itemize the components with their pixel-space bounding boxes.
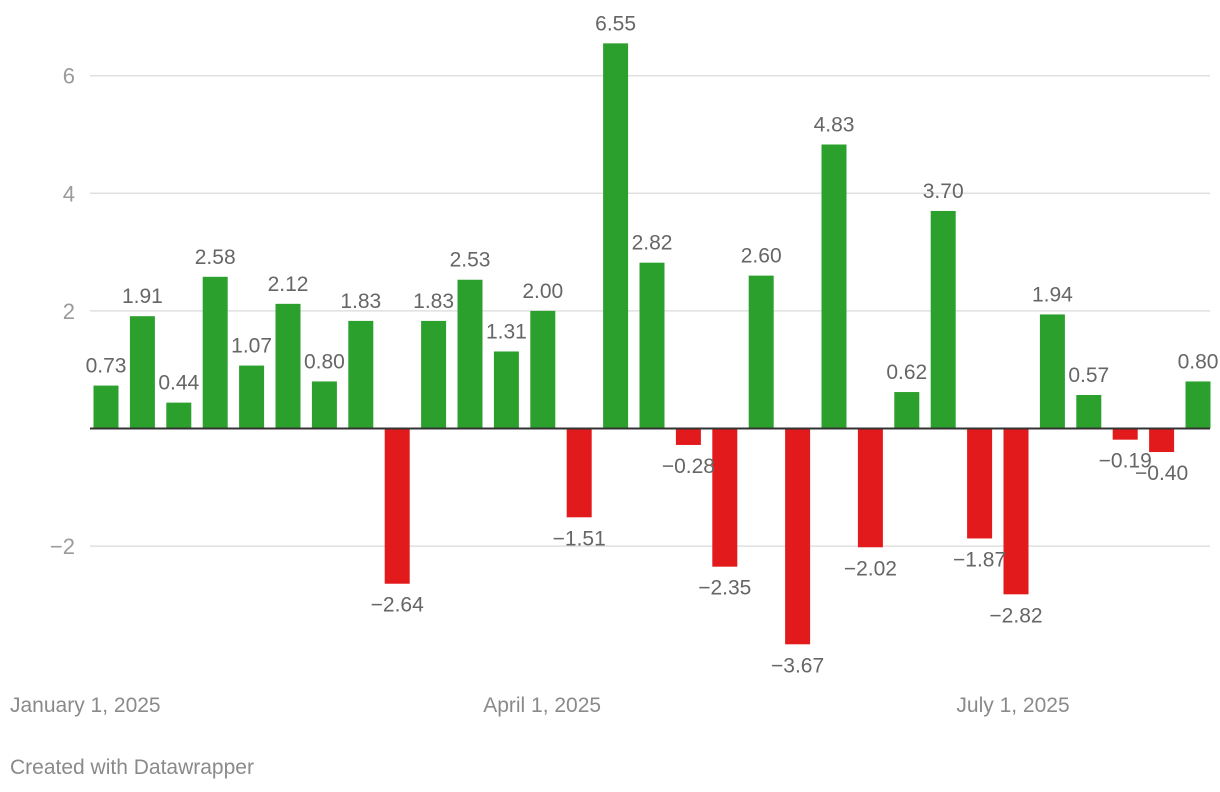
bar: [639, 262, 665, 429]
bar: [1003, 428, 1029, 595]
bar: [1112, 428, 1138, 440]
data-label: 1.83: [413, 290, 454, 313]
bar: [239, 365, 265, 429]
data-label: 1.83: [340, 290, 381, 313]
bar: [857, 428, 883, 548]
bar: [275, 303, 301, 429]
y-tick-label: −2: [50, 534, 75, 559]
bar: [675, 428, 701, 445]
data-label: −1.51: [553, 527, 606, 550]
data-label: −1.87: [953, 548, 1006, 571]
bar: [493, 351, 519, 429]
data-label: 0.73: [86, 355, 127, 378]
data-label: 1.31: [486, 320, 527, 343]
bar: [566, 428, 592, 518]
x-tick-label: April 1, 2025: [483, 694, 601, 717]
bar: [930, 210, 956, 429]
data-label: 4.83: [814, 113, 855, 136]
bar: [348, 320, 374, 429]
data-label: 1.07: [231, 335, 272, 358]
bar: [311, 381, 337, 429]
y-tick-label: 2: [63, 299, 75, 324]
data-label: 2.12: [268, 273, 309, 296]
bar: [457, 279, 483, 429]
y-tick-label: 4: [63, 181, 75, 206]
footer-credit: Created with Datawrapper: [10, 756, 254, 779]
data-label: 0.80: [1178, 350, 1219, 373]
bar: [166, 402, 192, 429]
bar: [129, 316, 155, 429]
bar: [1076, 394, 1102, 429]
data-label: −2.64: [371, 594, 424, 617]
bar: [712, 428, 738, 567]
data-label: 1.94: [1032, 283, 1073, 306]
bar: [421, 320, 447, 429]
data-label: 2.60: [741, 245, 782, 268]
data-label: 0.44: [158, 372, 199, 395]
bar: [202, 276, 228, 429]
bar: [1149, 428, 1175, 453]
bar: [821, 144, 847, 429]
bar: [1185, 381, 1211, 429]
data-label: −2.82: [989, 604, 1042, 627]
bar: [894, 392, 920, 429]
data-label: −0.40: [1135, 462, 1188, 485]
bar: [603, 43, 629, 429]
data-label: 2.82: [632, 232, 673, 255]
data-label: −2.35: [698, 577, 751, 600]
data-label: 0.62: [886, 361, 927, 384]
bar: [384, 428, 410, 584]
data-label: 0.57: [1068, 364, 1109, 387]
data-label: −3.67: [771, 654, 824, 677]
data-label: −0.28: [662, 455, 715, 478]
bar: [967, 428, 993, 539]
data-label: 2.53: [450, 249, 491, 272]
bar: [530, 310, 556, 429]
data-label: 2.58: [195, 246, 236, 269]
data-label: 1.91: [122, 285, 163, 308]
data-label: 0.80: [304, 350, 345, 373]
data-label: 6.55: [595, 12, 636, 35]
y-tick-label: 6: [63, 64, 75, 89]
data-label: −2.02: [844, 557, 897, 580]
x-tick-label: July 1, 2025: [956, 694, 1069, 717]
data-label: 2.00: [522, 280, 563, 303]
x-tick-label: January 1, 2025: [10, 694, 161, 717]
bar: [93, 385, 119, 429]
data-label: 3.70: [923, 180, 964, 203]
bar: [785, 428, 811, 645]
data-label: −0.19: [1099, 450, 1152, 473]
bar: [748, 275, 774, 429]
bar: [1039, 314, 1065, 429]
